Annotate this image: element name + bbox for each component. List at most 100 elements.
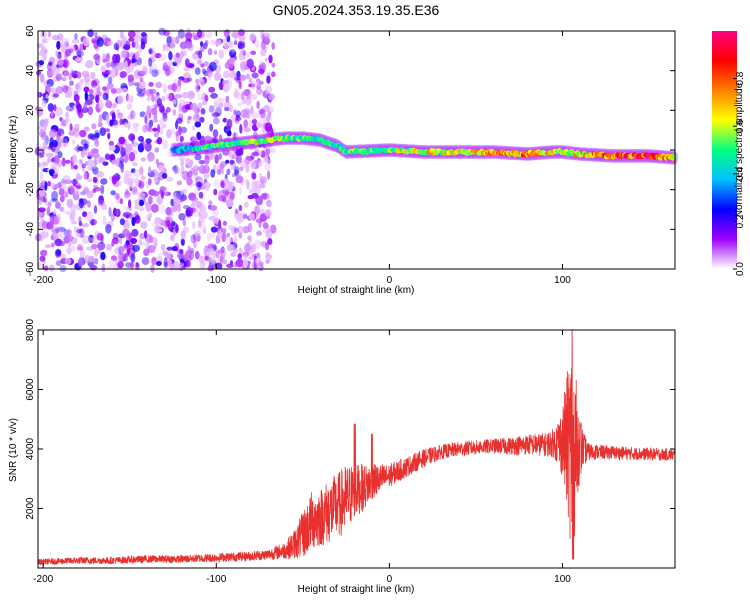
noise-blob [94,132,100,139]
noise-blob [127,180,134,190]
noise-blob [113,102,118,109]
noise-blob [148,88,157,95]
noise-blob [154,68,161,75]
noise-blob [115,192,120,200]
noise-blob [119,198,124,205]
noise-blob [139,241,147,246]
noise-blob [148,166,152,174]
noise-blob [199,206,205,213]
noise-blob [65,159,71,164]
noise-blob [64,257,72,265]
noise-blob [66,105,71,111]
noise-blob [56,213,62,223]
noise-blob [235,154,242,164]
noise-blob [248,213,255,221]
colorbar-label: Normalized spectral amplitude [734,82,745,217]
noise-blob [201,68,207,74]
noise-blob [152,118,159,123]
noise-blob [260,107,266,115]
noise-blob [55,73,63,81]
noise-blob [106,265,115,270]
noise-blob [145,215,151,220]
noise-blob [145,202,152,212]
noise-blob [176,113,181,119]
noise-blob [93,248,99,257]
noise-blob [170,205,179,213]
noise-blob [102,92,108,101]
noise-blob [148,57,153,67]
noise-blob [60,133,65,142]
noise-blob [176,248,184,254]
noise-blob [164,190,168,197]
noise-blob [126,248,131,255]
noise-blob [197,59,203,65]
noise-blob [48,61,53,67]
noise-blob [166,36,173,44]
noise-blob [199,203,207,213]
noise-blob [84,72,88,79]
spectrogram-x-tick-label: 0 [387,275,393,286]
noise-blob [147,108,152,115]
noise-blob [185,41,193,49]
noise-blob [115,174,121,181]
spectrogram-x-tick-label: 100 [554,275,571,286]
snr-y-ticks: 2000 4000 6000 8000 [25,318,675,520]
noise-blob [249,33,256,41]
noise-blob [151,203,159,213]
noise-blob [35,70,42,75]
noise-blob [180,230,186,240]
noise-blob [201,211,208,219]
noise-blob [47,115,51,124]
noise-blob [117,260,124,269]
noise-blob [103,73,109,79]
noise-blob [114,208,121,218]
noise-blob [127,199,132,209]
spectrogram-x-tick-label: -200 [33,275,53,286]
noise-blob [226,168,231,176]
noise-blob [37,181,42,188]
noise-blob [194,67,201,75]
noise-blob [134,202,140,210]
noise-blob [55,260,62,266]
noise-blob [100,178,108,185]
noise-blob [243,253,248,261]
noise-blob [168,92,175,102]
noise-blob [154,228,163,233]
noise-blob [91,80,98,88]
noise-blob [84,61,93,69]
noise-blob [160,243,166,251]
noise-blob [212,208,219,217]
colorbar-tick-label: 0.4 [735,166,746,180]
noise-blob [50,110,54,118]
noise-blob [237,102,243,107]
noise-blob [60,206,65,213]
noise-blob [61,76,67,82]
noise-blob [212,112,221,117]
noise-blob [123,243,130,249]
noise-blob [267,106,274,113]
noise-blob [107,40,114,46]
noise-blob [157,124,161,134]
noise-blob [82,223,89,228]
noise-blob [111,175,117,185]
noise-blob [141,32,147,37]
noise-blob [50,182,56,189]
noise-blob [207,73,212,81]
noise-blob [98,195,104,205]
noise-blob [100,203,108,211]
noise-blob [52,93,59,98]
noise-blob [258,108,265,115]
noise-blob [73,146,79,152]
noise-blob [62,85,69,94]
noise-blob [207,48,213,56]
noise-blob [166,129,172,139]
noise-blob [72,154,77,162]
noise-blob [41,100,46,107]
noise-blob [264,85,273,95]
noise-blob [219,163,224,170]
noise-blob [177,108,184,118]
noise-blob [46,206,51,216]
noise-blob [36,262,42,268]
noise-blob [45,94,49,99]
spectrogram-y-tick-label: 40 [25,65,36,77]
